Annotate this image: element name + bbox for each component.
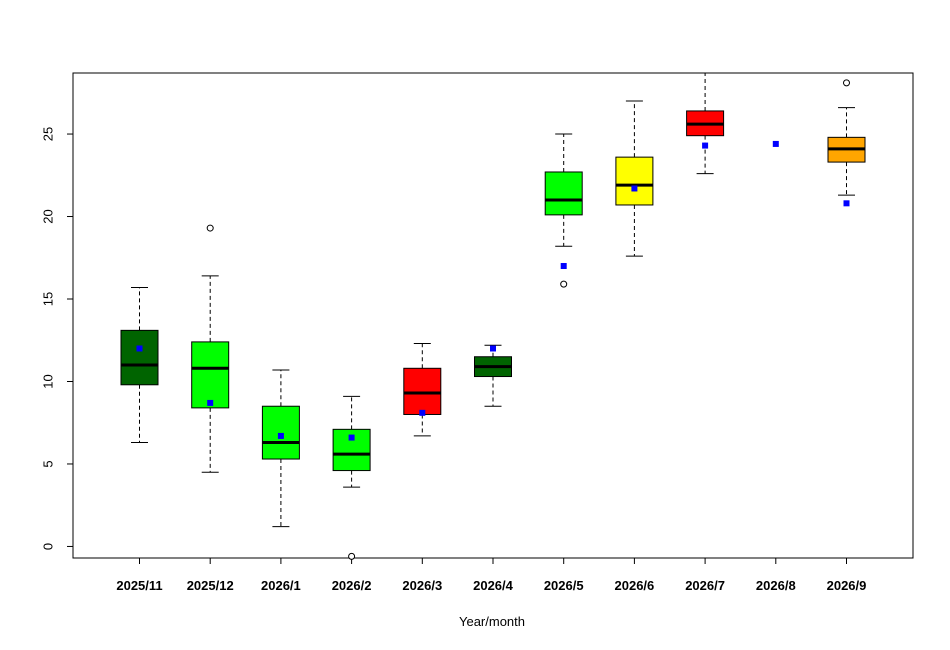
x-tick-label: 2026/8: [756, 578, 796, 593]
outlier-point: [843, 79, 850, 87]
box-2026-9: [827, 79, 866, 207]
x-tick-label: 2026/9: [827, 578, 867, 593]
mean-marker: [136, 345, 143, 352]
box-2026-1: [261, 369, 300, 528]
mean-marker: [348, 434, 355, 441]
y-tick-label: 15: [41, 292, 56, 306]
mean-marker: [207, 399, 214, 406]
box-body: [403, 367, 442, 415]
mean-marker: [490, 345, 496, 352]
x-tick-label: 2026/6: [615, 578, 655, 593]
y-tick-label: 20: [41, 209, 56, 223]
box-2025-12: [191, 224, 230, 473]
y-tick-label: 10: [41, 374, 56, 388]
x-tick-label: 2026/5: [544, 578, 584, 593]
box-2026-6: [615, 100, 654, 257]
box-body: [261, 405, 300, 460]
mean-marker: [631, 185, 638, 192]
y-axis: 0 5 10 15 20 25: [41, 127, 74, 550]
box-body: [120, 329, 159, 386]
mean-marker: [277, 432, 284, 439]
outlier-point: [348, 552, 356, 560]
outlier-point: [560, 280, 568, 288]
x-tick-label: 2025/12: [187, 578, 234, 593]
box-2026-8: [772, 140, 779, 147]
x-axis: 2025/11 2025/12 2026/1 2026/2 2026/3 2026/4 20…: [116, 557, 867, 593]
box-body: [544, 171, 583, 216]
mean-marker: [560, 263, 567, 270]
x-tick-label: 2026/2: [332, 578, 372, 593]
box-2026-4: [474, 344, 512, 407]
box-2026-5: [544, 133, 583, 288]
x-tick-label: 2026/7: [685, 578, 725, 593]
box-2026-7: [686, 72, 725, 175]
mean-marker: [772, 140, 779, 147]
y-tick-label: 25: [41, 127, 56, 141]
x-tick-label: 2026/4: [473, 578, 514, 593]
x-tick-label: 2025/11: [116, 578, 162, 593]
y-tick-label: 0: [41, 543, 56, 550]
y-tick-label: 5: [41, 460, 56, 467]
x-tick-label: 2026/1: [261, 578, 301, 593]
mean-marker: [702, 142, 709, 149]
outlier-point: [206, 224, 214, 232]
boxes-layer: [120, 72, 866, 560]
box-2025-11: [120, 286, 159, 444]
mean-marker: [419, 409, 426, 416]
mean-marker: [843, 200, 850, 207]
plot-frame: [72, 72, 914, 559]
box-2026-2: [332, 395, 371, 560]
box-body: [191, 341, 230, 409]
box-body: [615, 156, 654, 206]
x-axis-title: Year/month: [459, 614, 525, 629]
box-2026-3: [403, 343, 442, 437]
x-tick-label: 2026/3: [402, 578, 442, 593]
